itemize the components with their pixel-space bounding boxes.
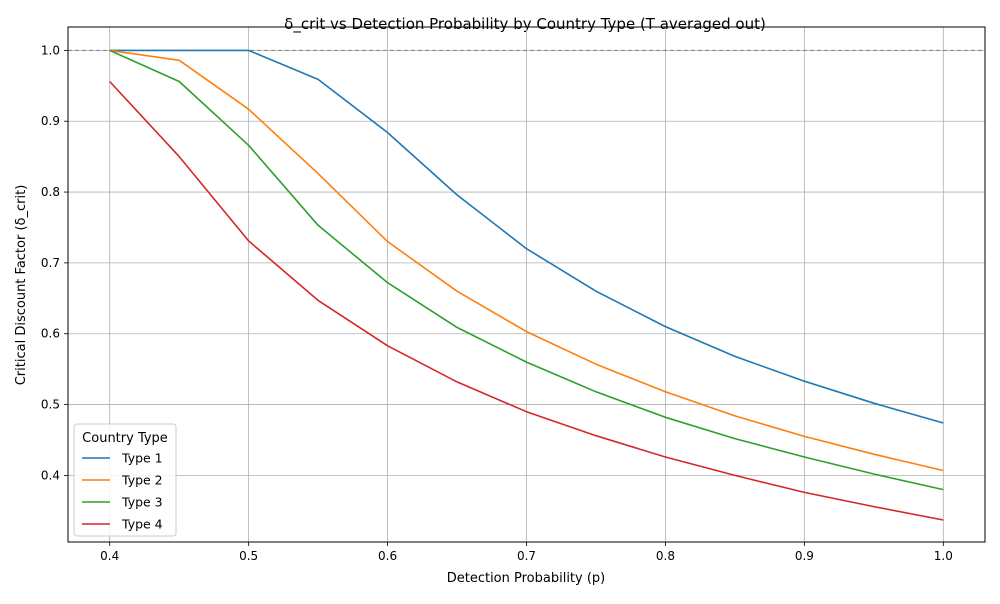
legend-title: Country Type [82, 431, 168, 446]
y-tick-label: 0.6 [41, 327, 60, 341]
legend-label: Type 3 [121, 495, 163, 510]
series-line-type-3 [109, 49, 944, 491]
y-tick-label: 0.7 [41, 256, 60, 270]
grid [68, 27, 985, 542]
x-tick-label: 0.8 [656, 549, 675, 563]
series-layer [109, 49, 944, 521]
series-line-type-2 [109, 49, 944, 472]
x-axis-label: Detection Probability (p) [447, 571, 606, 586]
legend-items: Type 1 Type 2 Type 3 Type 4 [82, 451, 163, 532]
y-tick-label: 0.5 [41, 398, 60, 412]
y-tick-label: 1.0 [41, 43, 60, 57]
x-tick-label: 0.9 [795, 549, 814, 563]
y-tick-label: 0.9 [41, 114, 60, 128]
legend: Country Type Type 1 Type 2 Type 3 Type 4 [73, 423, 177, 537]
legend-label: Type 4 [121, 517, 163, 532]
legend-box [73, 423, 177, 537]
legend-label: Type 2 [121, 473, 163, 488]
x-tick-label: 1.0 [934, 549, 953, 563]
series-line-type-1 [109, 49, 944, 424]
y-tick-label: 0.8 [41, 185, 60, 199]
y-axis-ticks: 0.4 0.5 0.6 0.7 0.8 0.9 1.0 [41, 43, 68, 482]
legend-label: Type 1 [121, 451, 163, 466]
series-line-type-4 [109, 80, 944, 521]
x-tick-label: 0.5 [239, 549, 258, 563]
x-tick-label: 0.7 [517, 549, 536, 563]
y-axis-label: Critical Discount Factor (δ_crit) [14, 185, 29, 386]
x-tick-label: 0.4 [100, 549, 119, 563]
x-axis-ticks: 0.4 0.5 0.6 0.7 0.8 0.9 1.0 [100, 542, 953, 563]
y-tick-label: 0.4 [41, 468, 60, 482]
x-tick-label: 0.6 [378, 549, 397, 563]
chart-title: δ_crit vs Detection Probability by Count… [284, 15, 766, 34]
